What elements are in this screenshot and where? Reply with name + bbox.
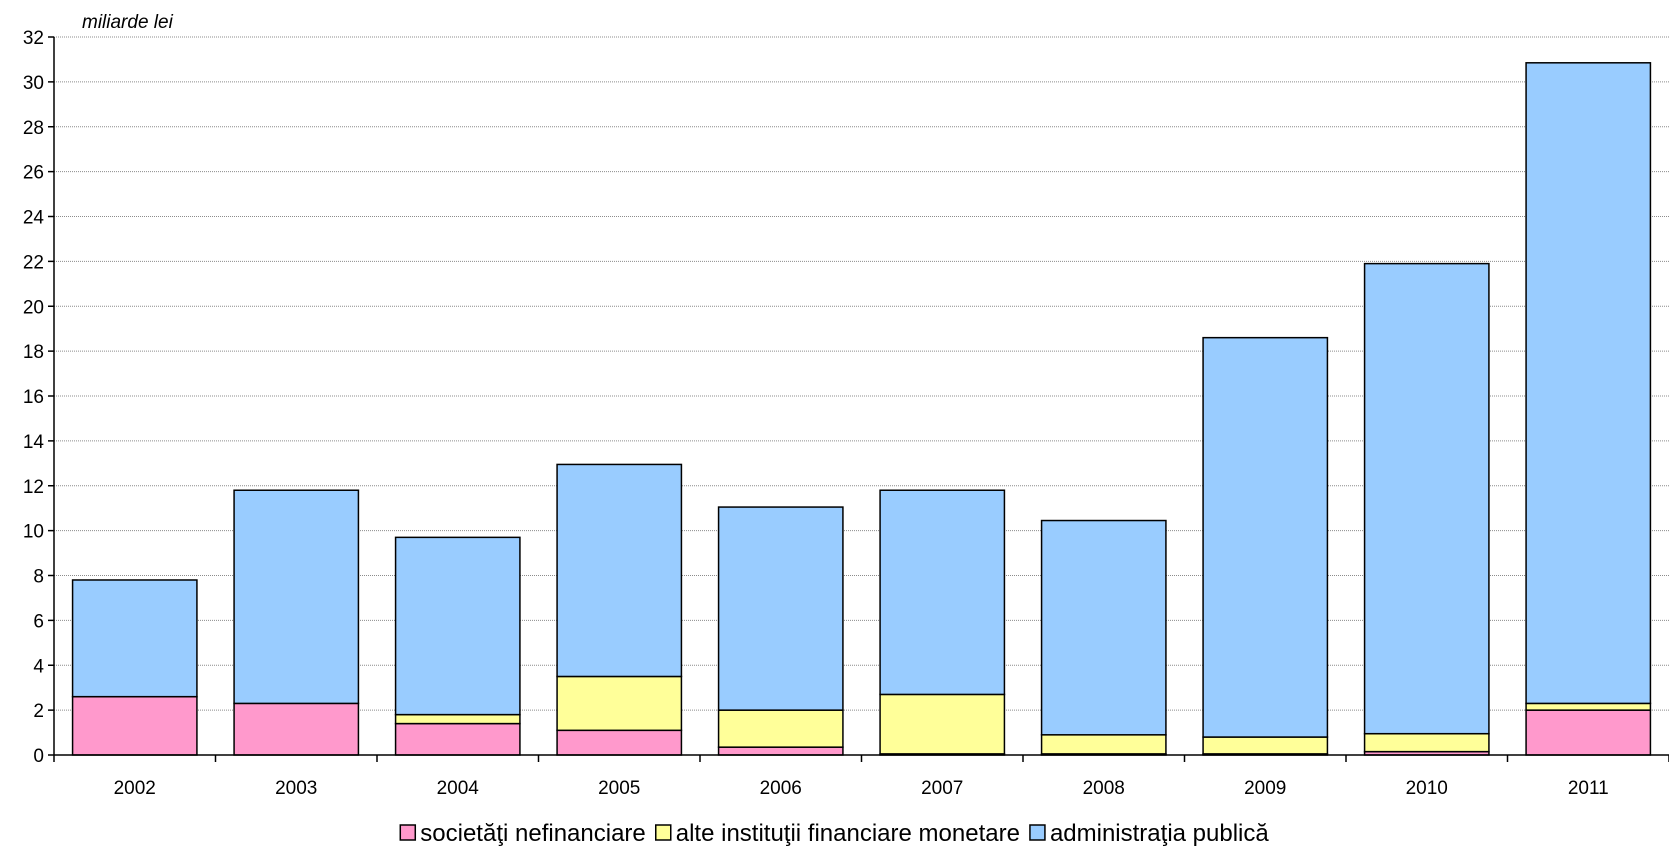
bar-segment-2011-series-0: [1525, 709, 1652, 756]
bars: [71, 62, 1652, 756]
bar-segment-2010-series-2: [1363, 262, 1490, 735]
y-tick-label: 0: [33, 746, 44, 767]
unit-label: miliarde lei: [82, 12, 174, 33]
y-tick-label: 26: [23, 163, 44, 184]
bar-segment-2003-series-2: [233, 489, 360, 705]
y-tick-label: 24: [23, 208, 45, 229]
x-tick-label: 2008: [1083, 778, 1125, 799]
y-tick-label: 20: [23, 297, 44, 318]
y-tick-label: 14: [23, 432, 45, 453]
bar-segment-2006-series-2: [717, 506, 844, 711]
y-tick-label: 22: [23, 252, 44, 273]
x-tick-label: 2007: [921, 778, 963, 799]
bar-segment-2004-series-1: [394, 713, 521, 725]
bar-segment-2005-series-1: [556, 675, 683, 732]
bar-segment-2008-series-2: [1040, 519, 1167, 736]
legend-swatch: [399, 824, 417, 841]
x-tick-label: 2004: [437, 778, 480, 799]
bar-segment-2005-series-2: [556, 463, 683, 678]
bar-segment-2006-series-1: [717, 709, 844, 748]
y-tick-label: 18: [23, 342, 44, 363]
bar-segment-2008-series-1: [1040, 734, 1167, 755]
bar-segment-2009-series-2: [1202, 336, 1329, 738]
legend-swatch: [1029, 824, 1046, 841]
bar-segment-2003-series-0: [233, 702, 360, 756]
legend-label: administraţia publică: [1050, 820, 1269, 847]
bar-segment-2004-series-2: [394, 536, 521, 716]
x-tick-label: 2005: [598, 778, 640, 799]
y-tick-label: 4: [33, 656, 44, 677]
legend-item-1: alte instituţii financiare monetare: [655, 820, 1020, 847]
legend-label: societăţi nefinanciare: [420, 820, 645, 847]
bar-segment-2002-series-2: [71, 579, 198, 698]
y-tick-label: 30: [23, 73, 44, 94]
x-tick-label: 2009: [1244, 778, 1286, 799]
bar-segment-2007-series-1: [879, 693, 1006, 755]
bar-segment-2002-series-0: [71, 695, 198, 756]
legend: societăţi nefinanciare alte instituţii fi…: [399, 820, 1269, 847]
legend-item-2: administraţia publică: [1029, 820, 1269, 847]
x-tick-label: 2011: [1568, 778, 1609, 799]
y-tick-label: 12: [23, 477, 44, 498]
y-tick-label: 16: [23, 387, 44, 408]
x-tick-label: 2006: [760, 778, 802, 799]
y-tick-label: 32: [23, 28, 44, 49]
bar-segment-2006-series-0: [717, 746, 844, 756]
bar-segment-2007-series-2: [879, 489, 1006, 696]
y-tick-label: 28: [23, 118, 44, 139]
legend-swatch: [655, 824, 672, 841]
bar-segment-2004-series-0: [394, 722, 521, 756]
y-tick-label: 2: [33, 701, 44, 722]
legend-item-0: societăţi nefinanciare: [399, 820, 646, 847]
bar-segment-2005-series-0: [556, 729, 683, 756]
bar-segment-2011-series-1: [1525, 702, 1652, 711]
x-tick-label: 2002: [114, 778, 156, 799]
y-tick-label: 10: [23, 522, 44, 543]
y-tick-label: 6: [33, 611, 44, 632]
bar-segment-2009-series-1: [1202, 736, 1329, 755]
x-tick-label: 2003: [275, 778, 317, 799]
y-tick-label: 8: [33, 567, 44, 588]
x-tick-label: 2010: [1406, 778, 1448, 799]
bar-segment-2011-series-2: [1525, 62, 1652, 705]
bar-segment-2010-series-1: [1363, 732, 1490, 753]
legend-label: alte instituţii financiare monetare: [676, 820, 1020, 847]
